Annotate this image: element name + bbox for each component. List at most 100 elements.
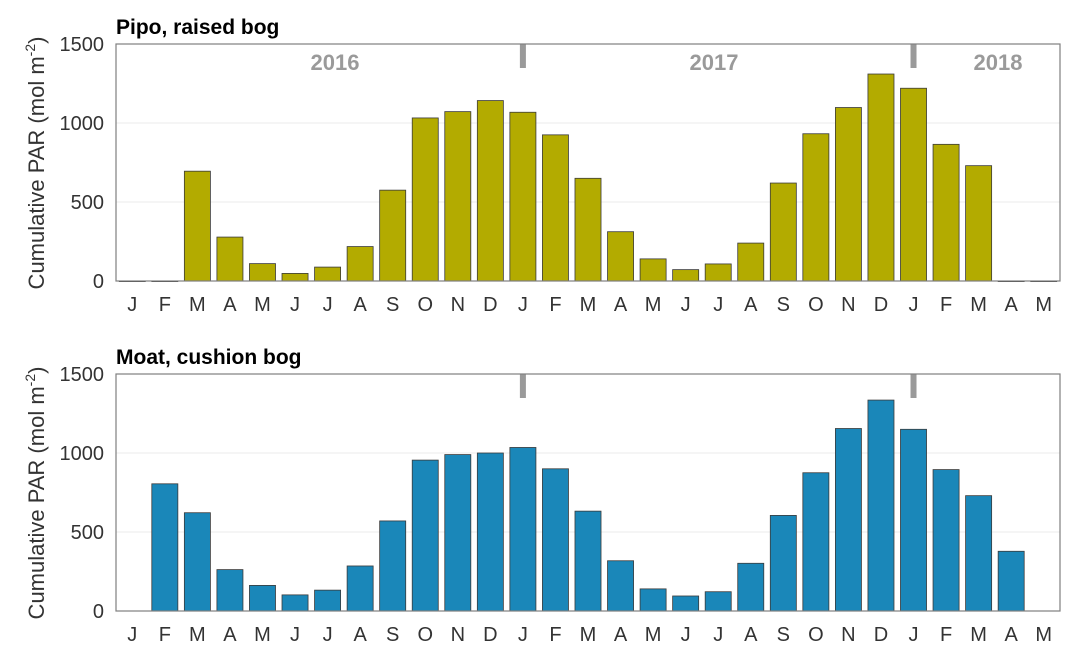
bar	[932, 143, 960, 282]
x-tick-label: F	[159, 294, 171, 316]
bar	[704, 591, 732, 612]
x-tick-label: D	[483, 624, 497, 646]
x-tick-label: M	[189, 624, 206, 646]
bar	[867, 73, 895, 282]
bar	[509, 111, 537, 282]
y-axis-label-text: Cumulative PAR (mol m	[24, 386, 49, 619]
x-tick-label: J	[127, 294, 137, 316]
x-tick-label: J	[127, 624, 137, 646]
year-dividers	[519, 44, 917, 68]
x-tick-label: J	[681, 294, 691, 316]
bar	[704, 263, 732, 282]
panel-title: Moat, cushion bog	[116, 346, 301, 369]
x-tick-label: M	[254, 624, 271, 646]
panel-border	[115, 43, 1061, 282]
x-tick-label: D	[874, 624, 888, 646]
x-tick-label: N	[451, 294, 465, 316]
x-tick-label: M	[580, 624, 597, 646]
x-tick-label: M	[970, 624, 987, 646]
bar	[607, 231, 634, 282]
y-tick-label: 500	[71, 192, 104, 214]
bar	[281, 594, 309, 612]
bar	[476, 100, 504, 282]
x-tick-label: A	[353, 294, 367, 316]
bar	[672, 595, 700, 612]
x-tick-label: J	[518, 294, 528, 316]
year-label-2017: 2017	[690, 50, 739, 75]
year-divider	[519, 44, 526, 68]
x-tick-label: M	[970, 294, 987, 316]
y-tick-label: 0	[93, 601, 104, 623]
bar	[249, 263, 276, 282]
x-tick-label: M	[645, 294, 662, 316]
bar	[444, 454, 472, 612]
bar	[151, 483, 179, 612]
y-tick-label: 1500	[60, 364, 105, 386]
x-tick-label: S	[386, 624, 399, 646]
year-divider	[910, 44, 917, 68]
x-tick-label: M	[580, 294, 597, 316]
year-label-2016: 2016	[311, 50, 360, 75]
x-tick-label: O	[417, 294, 433, 316]
bar	[574, 510, 602, 612]
x-tick-label: A	[744, 624, 758, 646]
y-tick-labels: 0 500 1000 1500	[60, 364, 105, 623]
x-tick-label: J	[290, 294, 300, 316]
x-tick-label: J	[713, 624, 723, 646]
y-axis-label: Cumulative PAR (mol m-2)	[22, 37, 49, 290]
x-tick-label: F	[549, 294, 561, 316]
bar	[802, 133, 830, 282]
bar	[607, 560, 634, 612]
x-tick-label: J	[518, 624, 528, 646]
y-axis-label-superscript: -2	[22, 374, 38, 387]
year-dividers	[519, 374, 917, 398]
bar	[411, 117, 439, 282]
bar	[444, 111, 472, 282]
bar	[314, 266, 342, 282]
bar	[802, 472, 830, 612]
bar	[346, 565, 374, 612]
panel-pipo: Pipo, raised bog 2016 2017 2018 0 500 1000…	[22, 16, 1061, 316]
bar	[737, 562, 765, 612]
bar	[542, 468, 569, 612]
x-tick-label: J	[323, 624, 333, 646]
x-tick-label: O	[808, 624, 824, 646]
x-tick-label: F	[940, 624, 952, 646]
year-divider	[519, 374, 526, 398]
bar	[932, 469, 960, 612]
bar	[411, 459, 439, 612]
bar	[183, 512, 211, 612]
panel-title: Pipo, raised bog	[116, 16, 279, 39]
bar	[476, 452, 504, 612]
y-axis-label-superscript: -2	[22, 44, 38, 57]
x-tick-label: A	[223, 624, 237, 646]
y-axis-label-text: Cumulative PAR (mol m	[24, 56, 49, 289]
bar	[216, 569, 244, 612]
y-tick-label: 1000	[60, 113, 105, 135]
x-tick-label: M	[1035, 294, 1052, 316]
x-tick-label: O	[808, 294, 824, 316]
x-tick-label: A	[614, 294, 628, 316]
x-tick-label: N	[841, 294, 855, 316]
x-tick-label: A	[223, 294, 237, 316]
y-tick-label: 1500	[60, 34, 105, 56]
x-tick-label: N	[451, 624, 465, 646]
bar	[997, 550, 1025, 612]
y-axis-label-close: )	[24, 37, 49, 44]
bar-series	[151, 399, 1025, 612]
x-tick-label: J	[323, 294, 333, 316]
x-tick-label: J	[681, 624, 691, 646]
x-tick-label: J	[909, 294, 919, 316]
y-axis-label-close: )	[24, 367, 49, 374]
plot-frame	[115, 43, 1061, 282]
bar	[346, 246, 374, 282]
bar	[639, 588, 667, 612]
bar-series	[118, 73, 1058, 283]
bar	[281, 273, 309, 282]
bar	[900, 87, 927, 282]
x-tick-label: M	[189, 294, 206, 316]
x-tick-label: S	[777, 294, 790, 316]
